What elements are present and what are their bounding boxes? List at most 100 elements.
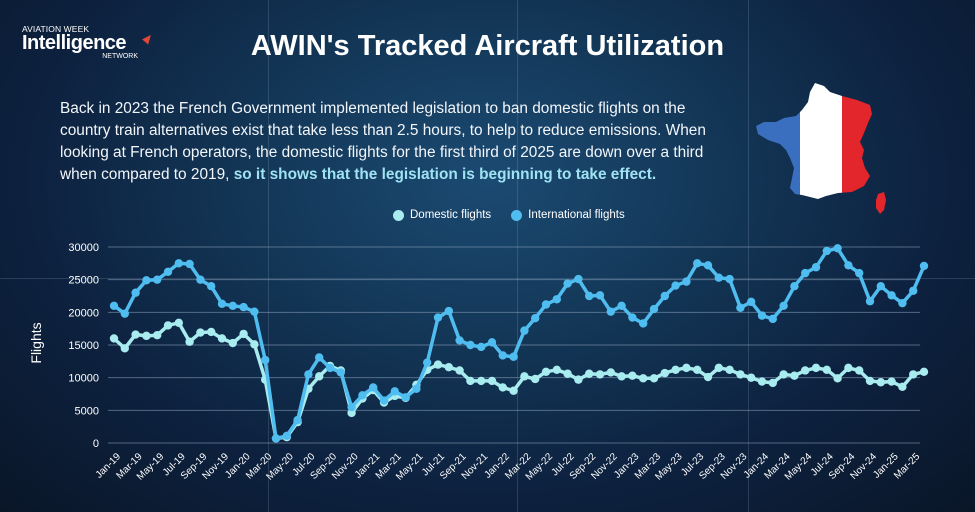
data-point[interactable]: [585, 291, 594, 301]
legend-item-domestic[interactable]: Domestic flights: [393, 209, 491, 221]
legend-item-international[interactable]: International flights: [511, 209, 625, 221]
data-point[interactable]: [109, 334, 119, 343]
data-point[interactable]: [120, 309, 129, 318]
data-point[interactable]: [433, 360, 443, 369]
data-point[interactable]: [790, 371, 799, 380]
data-point[interactable]: [196, 275, 205, 284]
data-point[interactable]: [163, 267, 173, 277]
data-point[interactable]: [153, 275, 162, 284]
data-point[interactable]: [628, 313, 637, 322]
data-point[interactable]: [822, 365, 831, 375]
data-point[interactable]: [736, 303, 745, 312]
data-point[interactable]: [703, 372, 713, 382]
data-point[interactable]: [552, 295, 561, 304]
data-point[interactable]: [801, 366, 810, 375]
data-point[interactable]: [563, 279, 572, 288]
data-point[interactable]: [844, 363, 853, 373]
data-point[interactable]: [682, 363, 691, 373]
data-point[interactable]: [714, 273, 723, 282]
data-point[interactable]: [174, 318, 183, 327]
data-point[interactable]: [487, 338, 497, 347]
data-point[interactable]: [433, 313, 443, 322]
data-point[interactable]: [703, 261, 713, 270]
data-point[interactable]: [261, 355, 270, 365]
data-point[interactable]: [909, 286, 918, 295]
data-point[interactable]: [768, 378, 777, 388]
data-point[interactable]: [131, 288, 140, 297]
data-point[interactable]: [466, 340, 475, 350]
data-point[interactable]: [509, 386, 518, 395]
data-point[interactable]: [174, 259, 183, 268]
data-point[interactable]: [228, 338, 237, 348]
data-point[interactable]: [120, 344, 129, 353]
data-point[interactable]: [531, 374, 540, 384]
data-point[interactable]: [779, 301, 788, 310]
data-point[interactable]: [833, 374, 842, 383]
data-point[interactable]: [207, 327, 216, 337]
data-point[interactable]: [833, 244, 842, 253]
data-point[interactable]: [919, 367, 929, 376]
data-point[interactable]: [228, 301, 237, 310]
data-point[interactable]: [455, 336, 464, 345]
data-point[interactable]: [153, 331, 162, 340]
data-point[interactable]: [585, 369, 594, 378]
data-point[interactable]: [811, 363, 821, 373]
data-point[interactable]: [163, 321, 173, 330]
data-point[interactable]: [628, 371, 637, 380]
data-point[interactable]: [109, 301, 119, 310]
data-point[interactable]: [919, 261, 929, 271]
data-point[interactable]: [250, 307, 259, 316]
data-point[interactable]: [855, 366, 864, 375]
data-point[interactable]: [282, 431, 291, 441]
data-point[interactable]: [671, 281, 680, 290]
data-point[interactable]: [541, 300, 551, 309]
data-point[interactable]: [909, 370, 918, 379]
data-point[interactable]: [477, 376, 486, 386]
data-point[interactable]: [747, 373, 756, 382]
data-point[interactable]: [477, 342, 486, 352]
data-point[interactable]: [142, 331, 151, 341]
data-point[interactable]: [293, 415, 302, 425]
data-point[interactable]: [574, 375, 583, 384]
data-point[interactable]: [757, 377, 767, 386]
data-point[interactable]: [876, 282, 885, 291]
data-point[interactable]: [401, 393, 410, 402]
data-point[interactable]: [671, 365, 680, 375]
data-point[interactable]: [865, 297, 875, 306]
data-point[interactable]: [898, 382, 907, 392]
data-point[interactable]: [617, 372, 626, 381]
data-point[interactable]: [444, 306, 453, 316]
data-point[interactable]: [747, 297, 756, 307]
data-point[interactable]: [898, 298, 907, 308]
data-point[interactable]: [239, 329, 248, 339]
data-point[interactable]: [552, 365, 561, 375]
data-point[interactable]: [768, 314, 777, 324]
data-point[interactable]: [682, 277, 691, 286]
data-point[interactable]: [444, 363, 453, 372]
data-point[interactable]: [811, 263, 821, 272]
data-point[interactable]: [649, 304, 659, 314]
data-point[interactable]: [887, 291, 896, 300]
data-point[interactable]: [239, 302, 248, 312]
data-point[interactable]: [779, 370, 788, 379]
data-point[interactable]: [304, 370, 313, 379]
data-point[interactable]: [855, 268, 864, 278]
data-point[interactable]: [325, 363, 335, 373]
data-point[interactable]: [131, 330, 140, 339]
data-point[interactable]: [498, 383, 507, 392]
data-point[interactable]: [595, 370, 605, 379]
data-point[interactable]: [185, 337, 194, 346]
data-point[interactable]: [315, 372, 324, 381]
data-point[interactable]: [369, 383, 378, 392]
data-point[interactable]: [498, 351, 507, 360]
data-point[interactable]: [315, 353, 324, 362]
data-point[interactable]: [250, 340, 259, 349]
data-point[interactable]: [563, 369, 572, 378]
data-point[interactable]: [271, 434, 281, 443]
data-point[interactable]: [455, 366, 464, 375]
data-point[interactable]: [660, 368, 669, 378]
data-point[interactable]: [693, 259, 702, 268]
data-point[interactable]: [217, 334, 227, 343]
data-point[interactable]: [757, 311, 767, 320]
data-point[interactable]: [466, 376, 475, 386]
